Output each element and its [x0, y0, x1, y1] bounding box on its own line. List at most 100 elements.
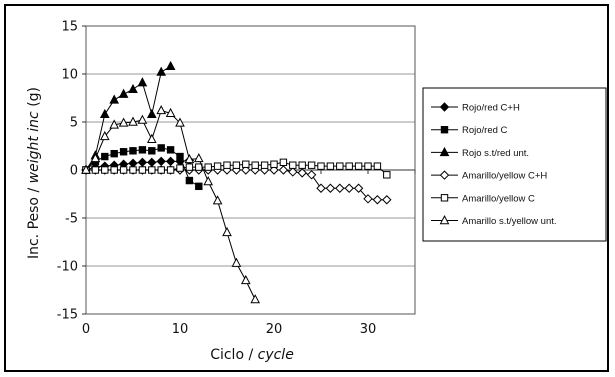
data-point [130, 148, 136, 154]
y-tick-label: 10 [61, 68, 78, 83]
legend-label: Amarillo/yellow C [462, 193, 535, 204]
data-point [92, 167, 98, 173]
data-point [271, 161, 277, 167]
data-point [327, 163, 333, 169]
series-6 [82, 106, 259, 303]
data-point [110, 96, 118, 104]
y-axis-label: Inc. Peso / weight inc (g) [26, 87, 42, 259]
series-line [86, 66, 171, 170]
data-point [205, 164, 211, 170]
data-point [204, 177, 212, 185]
data-point [355, 163, 361, 169]
data-point [308, 171, 316, 179]
y-tick-label: 5 [70, 116, 78, 131]
legend: Rojo/red C+H Rojo/red C Rojo s.t/red unt. A… [423, 88, 606, 241]
legend-label: Amarillo/yellow C+H [462, 171, 547, 182]
data-point [289, 168, 297, 176]
data-point [242, 276, 250, 284]
x-tick-label: 10 [172, 322, 189, 337]
legend-label: Rojo/red C+H [462, 103, 520, 114]
axis-layer: 151050-5-10-150 10 20 30 [57, 20, 415, 338]
y-tick-label: 0 [70, 164, 78, 179]
data-point [308, 162, 314, 168]
data-point [177, 165, 183, 171]
data-point [149, 167, 155, 173]
y-tick-label: -15 [57, 308, 78, 323]
data-point [383, 196, 391, 204]
data-point [318, 163, 324, 169]
series-layer [82, 62, 391, 303]
data-point [290, 162, 296, 168]
legend-marker [441, 127, 447, 133]
data-point [326, 184, 334, 192]
data-point [346, 163, 352, 169]
data-point [148, 135, 156, 143]
x-tick-label: 0 [82, 322, 90, 337]
x-axis-label: Ciclo / cycle [210, 347, 294, 363]
data-point [167, 62, 175, 70]
data-point [214, 196, 222, 204]
data-point [101, 110, 109, 118]
data-point [196, 183, 202, 189]
data-point [243, 161, 249, 167]
data-point [167, 157, 175, 165]
data-point [158, 145, 164, 151]
data-point [139, 147, 145, 153]
legend-label: Amarillo s.t/yellow unt. [462, 216, 557, 227]
data-point [167, 147, 173, 153]
data-point [186, 177, 192, 183]
data-point [186, 164, 192, 170]
series-5 [83, 159, 390, 178]
data-point [233, 162, 239, 168]
y-tick-label: 15 [61, 20, 78, 35]
data-point [299, 162, 305, 168]
data-point [157, 106, 165, 114]
series-4 [82, 166, 391, 204]
data-point [129, 85, 137, 93]
data-point [120, 90, 128, 98]
data-point [336, 184, 344, 192]
x-tick-label: 30 [360, 322, 377, 337]
series-line [86, 110, 255, 299]
data-point [139, 167, 145, 173]
data-point [120, 149, 126, 155]
data-point [337, 163, 343, 169]
y-tick-label: -10 [57, 260, 78, 275]
data-point [148, 110, 156, 118]
data-point [224, 162, 230, 168]
legend-label: Rojo/red C [462, 125, 508, 136]
data-point [373, 196, 381, 204]
legend-marker [441, 195, 447, 201]
data-point [252, 162, 258, 168]
data-point [280, 159, 286, 165]
data-point [345, 184, 353, 192]
data-point [317, 184, 325, 192]
data-point [138, 78, 146, 86]
data-point [365, 163, 371, 169]
data-point [251, 295, 259, 303]
data-point [214, 163, 220, 169]
data-point [120, 167, 126, 173]
data-point [158, 167, 164, 173]
data-point [374, 163, 380, 169]
data-point [232, 259, 240, 267]
data-point [384, 172, 390, 178]
data-point [157, 157, 165, 165]
data-point [167, 167, 173, 173]
data-point [130, 167, 136, 173]
data-point [261, 162, 267, 168]
data-point [149, 148, 155, 154]
data-point [177, 153, 183, 159]
data-point [138, 158, 146, 166]
data-point [111, 150, 117, 156]
data-point [111, 167, 117, 173]
data-point [148, 158, 156, 166]
data-point [157, 68, 165, 76]
data-point [195, 154, 203, 162]
data-point [279, 166, 287, 174]
x-tick-label: 20 [266, 322, 283, 337]
data-point [138, 116, 146, 124]
legend-label: Rojo s.t/red unt. [462, 148, 529, 159]
data-point [223, 228, 231, 236]
